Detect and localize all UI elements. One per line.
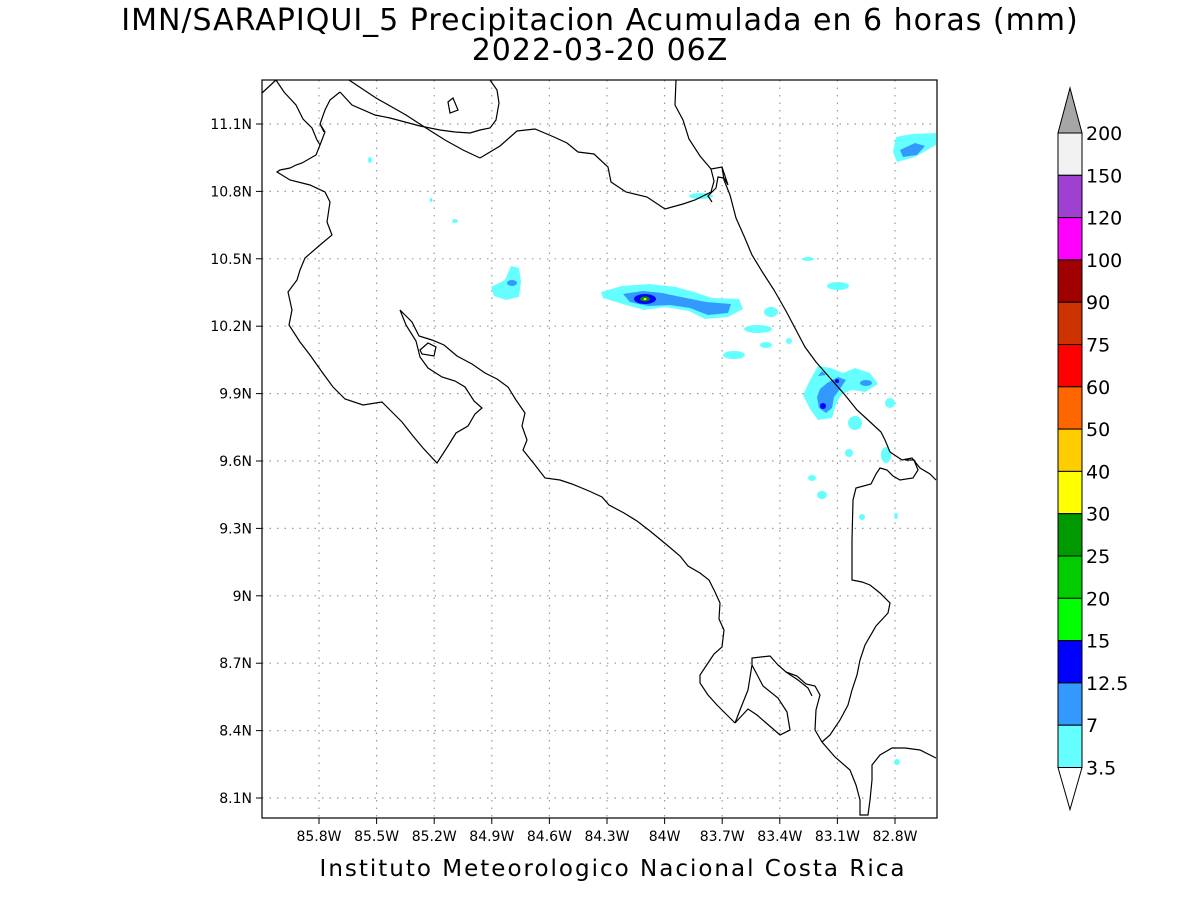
colorbar-level-label: 50 (1086, 419, 1110, 441)
precip-area (764, 307, 778, 317)
precip-area (845, 449, 853, 457)
precip-area (723, 351, 745, 359)
colorbar-level-label: 75 (1086, 335, 1110, 357)
y-tick-label: 8.7N (219, 656, 252, 672)
colorbar-level-label: 90 (1086, 292, 1110, 314)
colorbar-swatch (1057, 640, 1083, 684)
colorbar-swatch (1057, 470, 1083, 515)
precip-area (885, 398, 895, 408)
x-tick-label: 85.5W (354, 829, 399, 845)
precip-area (760, 342, 772, 348)
y-tick-label: 9N (233, 589, 252, 605)
precip-area (894, 513, 898, 519)
colorbar-swatch (1057, 428, 1083, 472)
x-tick-label: 84.6W (527, 829, 572, 845)
colorbar-level-label: 12.5 (1086, 673, 1128, 695)
precip-area (848, 416, 862, 430)
grid-lines (262, 80, 937, 818)
colorbar-bottom-arrow (1057, 767, 1083, 812)
colorbar-swatch (1057, 344, 1083, 388)
colorbar-level-label: 60 (1086, 377, 1110, 399)
y-tick-label: 10.8N (210, 184, 252, 200)
precip-area (802, 257, 814, 261)
precip-area (744, 325, 772, 333)
colorbar-swatch (1057, 724, 1083, 769)
colorbar-swatch (1057, 174, 1083, 219)
precip-area (820, 403, 826, 409)
y-tick-label: 9.9N (219, 387, 252, 403)
precip-area (452, 219, 458, 223)
map-frame (261, 79, 938, 819)
y-tick-label: 10.5N (210, 252, 252, 268)
x-tick-label: 85.2W (412, 829, 457, 845)
footer-credit: Instituto Meteorologico Nacional Costa R… (319, 856, 907, 882)
x-tick-label: 84.9W (469, 829, 514, 845)
colorbar-swatch (1057, 597, 1083, 642)
y-tick-label: 9.3N (219, 521, 252, 537)
colorbar-swatch (1057, 682, 1083, 726)
colorbar-top-arrow (1057, 86, 1083, 134)
precip-area (859, 514, 865, 520)
map-title: IMN/SARAPIQUI_5 Precipitacion Acumulada … (121, 3, 1079, 38)
precip-area (894, 759, 900, 765)
x-tick-label: 83.1W (815, 829, 860, 845)
precip-area (429, 198, 433, 202)
colorbar-swatch (1057, 513, 1083, 557)
precip-area (491, 266, 521, 300)
colorbar-level-label: 30 (1086, 504, 1110, 526)
precipitation-layer (368, 133, 936, 765)
coastline (261, 79, 937, 816)
colorbar-level-label: 100 (1086, 250, 1122, 272)
colorbar-swatch (1057, 217, 1083, 261)
colorbar-swatch (1057, 132, 1083, 176)
colorbar-swatch (1057, 259, 1083, 303)
y-tick-label: 8.4N (219, 724, 252, 740)
precip-area (786, 338, 792, 344)
precip-area (881, 447, 891, 463)
precip-area (860, 380, 872, 386)
y-axis: 11.1N 10.8N 10.5N 10.2N 9.9N 9.6N 9.3N 9N 8.7N 8.… (210, 117, 262, 807)
colorbar-level-label: 7 (1086, 715, 1098, 737)
y-tick-label: 11.1N (210, 117, 252, 133)
colorbar-level-label: 40 (1086, 461, 1110, 483)
colorbar-level-label: 120 (1086, 208, 1122, 230)
x-tick-label: 83.4W (757, 829, 802, 845)
x-tick-label: 82.8W (872, 829, 917, 845)
x-tick-label: 83.7W (700, 829, 745, 845)
y-tick-label: 10.2N (210, 319, 252, 335)
colorbar-level-label: 15 (1086, 631, 1110, 653)
map-subtitle: 2022-03-20 06Z (471, 33, 729, 68)
colorbar-level-label: 150 (1086, 165, 1122, 187)
precip-area (368, 157, 372, 163)
y-tick-label: 8.1N (219, 791, 252, 807)
colorbar-level-label: 25 (1086, 546, 1110, 568)
precip-area (817, 491, 827, 499)
colorbar-level-label: 200 (1086, 123, 1122, 145)
x-tick-label: 84.3W (584, 829, 629, 845)
precip-area (643, 298, 647, 300)
precip-area (827, 282, 849, 290)
y-tick-label: 9.6N (219, 454, 252, 470)
precip-area (808, 475, 816, 481)
x-tick-label: 85.8W (296, 829, 341, 845)
colorbar-swatch (1057, 386, 1083, 430)
colorbar-swatch (1057, 301, 1083, 345)
colorbar-level-label: 3.5 (1086, 758, 1116, 780)
colorbar-level-label: 20 (1086, 588, 1110, 610)
precip-area (507, 280, 517, 286)
precip-area (803, 366, 878, 420)
colorbar: 200 150 120 100 90 75 60 50 40 30 25 20 15 12.5 7 3.5 (1057, 86, 1128, 812)
colorbar-swatch (1057, 555, 1083, 599)
precip-area (835, 379, 839, 383)
x-axis: 85.8W 85.5W 85.2W 84.9W 84.6W 84.3W 84W 83.7W 83… (296, 818, 918, 845)
x-tick-label: 84W (649, 829, 681, 845)
precip-area (900, 143, 925, 157)
